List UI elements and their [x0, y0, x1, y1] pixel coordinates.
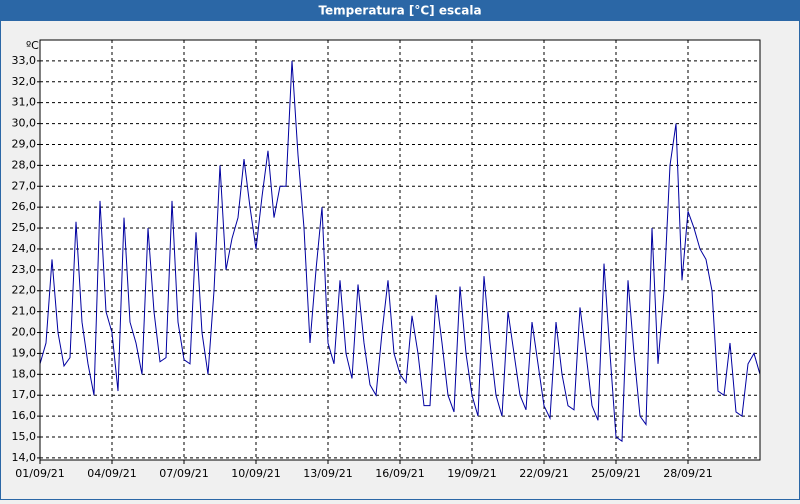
y-unit-label: ºC: [26, 39, 39, 52]
y-tick-label: 19,0: [12, 346, 37, 359]
x-tick-label: 22/09/21: [519, 467, 568, 480]
y-tick-label: 29,0: [12, 137, 37, 150]
y-tick-label: 14,0: [12, 451, 37, 464]
y-tick-label: 31,0: [12, 96, 37, 109]
y-tick-label: 28,0: [12, 158, 37, 171]
y-tick-label: 16,0: [12, 409, 37, 422]
y-tick-label: 26,0: [12, 200, 37, 213]
x-tick-label: 13/09/21: [303, 467, 352, 480]
y-tick-label: 33,0: [12, 54, 37, 67]
y-tick-label: 20,0: [12, 326, 37, 339]
x-tick-label: 01/09/21: [15, 467, 64, 480]
plot-border: [39, 39, 761, 461]
y-tick-label: 17,0: [12, 388, 37, 401]
x-tick-label: 25/09/21: [591, 467, 640, 480]
x-tick-label: 10/09/21: [231, 467, 280, 480]
x-tick-label: 28/09/21: [663, 467, 712, 480]
y-tick-label: 24,0: [12, 242, 37, 255]
y-tick-label: 18,0: [12, 367, 37, 380]
x-tick-label: 04/09/21: [87, 467, 136, 480]
title-bar: [0, 0, 800, 20]
x-tick-label: 19/09/21: [447, 467, 496, 480]
y-tick-label: 32,0: [12, 75, 37, 88]
y-tick-label: 21,0: [12, 305, 37, 318]
temperature-line: [39, 60, 761, 443]
y-tick-label: 23,0: [12, 263, 37, 276]
y-tick-label: 30,0: [12, 117, 37, 130]
y-tick-label: 15,0: [12, 430, 37, 443]
chart-title: Temperatura [°C] escala: [318, 4, 481, 18]
x-tick-label: 16/09/21: [375, 467, 424, 480]
y-tick-label: 27,0: [12, 179, 37, 192]
y-tick-label: 25,0: [12, 221, 37, 234]
x-tick-label: 07/09/21: [159, 467, 208, 480]
y-tick-label: 22,0: [12, 284, 37, 297]
